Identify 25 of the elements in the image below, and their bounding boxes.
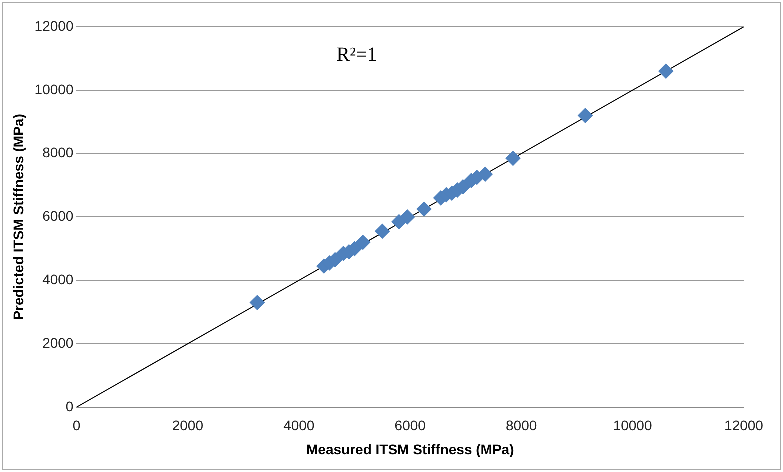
- x-tick-label: 2000: [172, 418, 204, 434]
- point: [400, 210, 416, 225]
- y-tick-label: 10000: [34, 81, 74, 98]
- x-tick-label: 8000: [506, 418, 538, 434]
- y-tick-label: 0: [66, 398, 74, 414]
- y-tick-label: 12000: [34, 18, 74, 34]
- y-tick-label: 4000: [42, 271, 74, 288]
- point: [250, 295, 265, 310]
- annotation: R²=1: [336, 44, 378, 66]
- y-axis-title: Predicted ITSM Stiffness (MPa): [10, 114, 26, 320]
- x-tick-label: 10000: [613, 418, 652, 434]
- point: [578, 108, 594, 124]
- point: [478, 166, 493, 182]
- point: [356, 235, 371, 250]
- point: [416, 202, 432, 217]
- y-tick-label: 2000: [42, 334, 74, 351]
- x-axis-title: Measured ITSM Stiffness (MPa): [306, 441, 514, 458]
- y-tick-label: 6000: [42, 208, 74, 224]
- point: [658, 64, 674, 79]
- x-tick-label: 6000: [394, 418, 426, 434]
- y-tick-label: 8000: [42, 144, 74, 161]
- point: [375, 224, 390, 239]
- x-tick-label: 12000: [724, 418, 764, 434]
- x-tick-label: 4000: [284, 418, 315, 434]
- point: [506, 151, 521, 166]
